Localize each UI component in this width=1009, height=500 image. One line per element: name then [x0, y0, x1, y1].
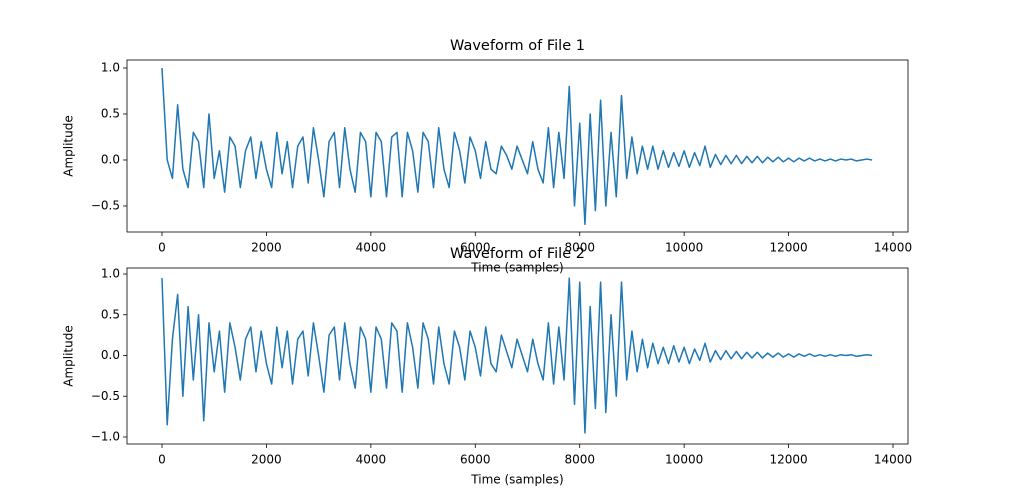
x-tick-label: 2000: [251, 453, 282, 467]
y-tick-label: 0.5: [101, 106, 120, 120]
x-tick-label: 0: [158, 241, 166, 255]
axes-frame: [126, 59, 909, 233]
waveform-line: [161, 67, 873, 226]
y-tick-label: −1.0: [91, 429, 120, 443]
y-tick-label: 0.5: [101, 307, 120, 321]
waveform-line: [161, 277, 873, 434]
x-tick-label: 8000: [564, 241, 595, 255]
axes-frame: [126, 267, 909, 445]
x-tick-label: 12000: [769, 453, 807, 467]
y-tick-label: 0.0: [101, 152, 120, 166]
x-tick-label: 10000: [665, 241, 703, 255]
y-tick-label: 1.0: [101, 61, 120, 75]
x-tick-label: 10000: [665, 453, 703, 467]
x-tick-label: 4000: [356, 241, 387, 255]
y-axis-label: Amplitude: [62, 325, 76, 387]
y-axis-label: Amplitude: [62, 115, 76, 177]
x-axis-label: Time (samples): [470, 261, 563, 275]
chart-title: Waveform of File 1: [450, 38, 585, 54]
x-tick-label: 2000: [251, 241, 282, 255]
x-tick-label: 14000: [874, 241, 912, 255]
x-tick-label: 4000: [356, 453, 387, 467]
y-tick-label: −0.5: [91, 198, 120, 212]
x-tick-label: 8000: [564, 453, 595, 467]
x-tick-label: 0: [158, 453, 166, 467]
y-tick-label: −0.5: [91, 389, 120, 403]
x-tick-label: 12000: [769, 241, 807, 255]
y-tick-label: 1.0: [101, 267, 120, 281]
x-tick-label: 6000: [460, 241, 491, 255]
x-tick-label: 6000: [460, 453, 491, 467]
chart-title: Waveform of File 2: [450, 246, 585, 262]
y-tick-label: 0.0: [101, 348, 120, 362]
x-tick-label: 14000: [874, 453, 912, 467]
x-axis-label: Time (samples): [470, 473, 563, 487]
